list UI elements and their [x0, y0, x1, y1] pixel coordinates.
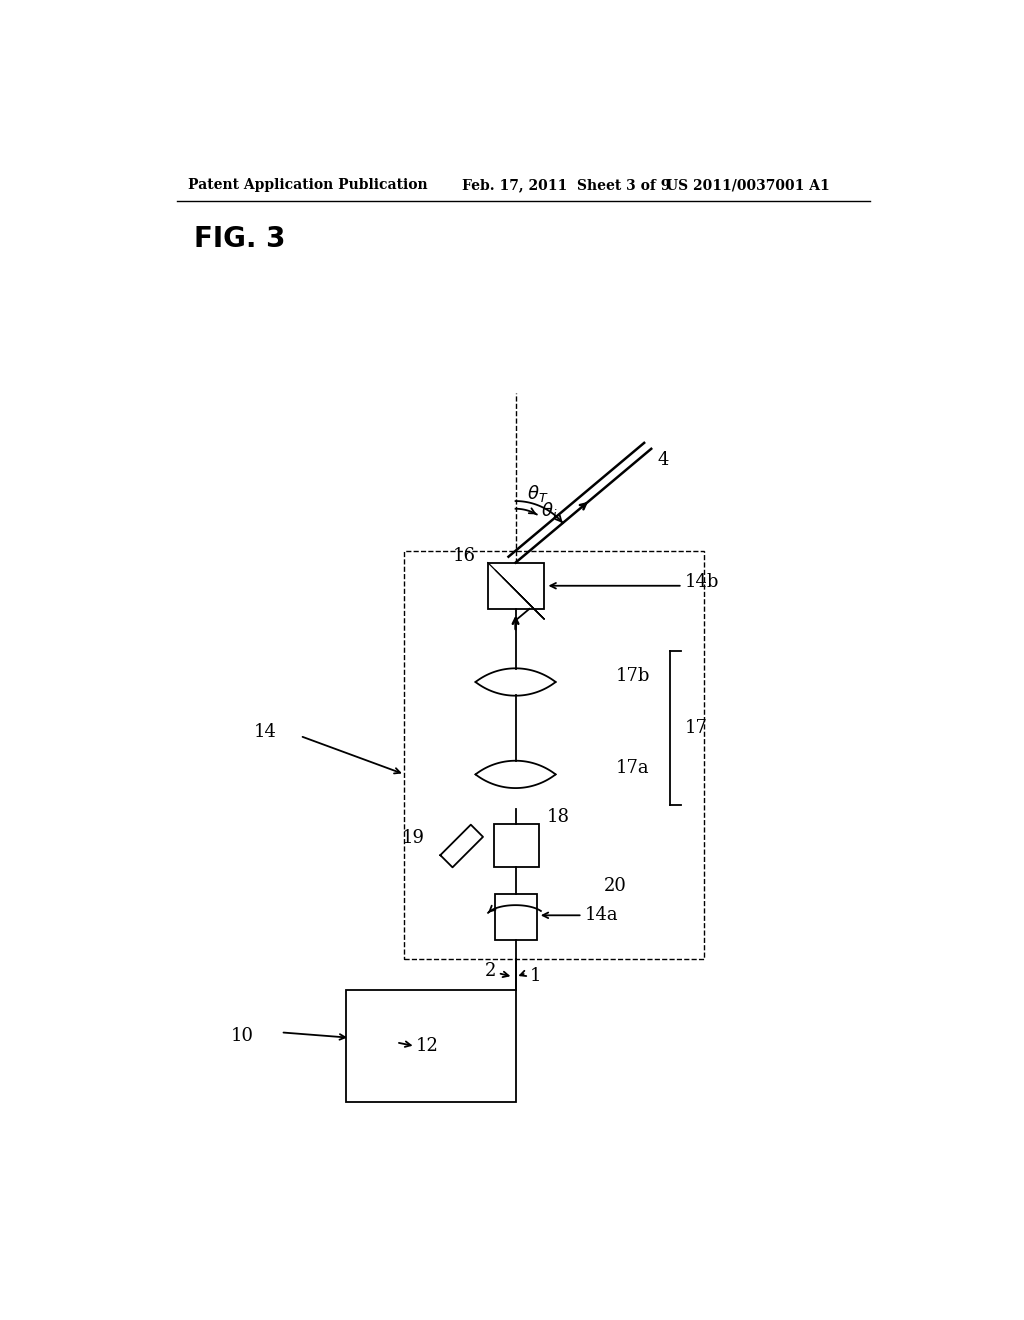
Bar	[495, 894, 538, 940]
Text: 10: 10	[230, 1027, 254, 1045]
Bar	[494, 825, 539, 867]
Text: 16: 16	[454, 548, 476, 565]
Text: Feb. 17, 2011  Sheet 3 of 9: Feb. 17, 2011 Sheet 3 of 9	[462, 178, 670, 193]
Text: 2: 2	[485, 962, 497, 979]
Text: 14: 14	[254, 723, 276, 741]
Text: 17b: 17b	[615, 667, 650, 685]
Bar	[487, 562, 544, 609]
Text: FIG. 3: FIG. 3	[194, 226, 286, 253]
Text: 1: 1	[529, 968, 541, 985]
Text: 17: 17	[685, 719, 708, 737]
Bar	[346, 990, 515, 1102]
Bar	[403, 552, 705, 960]
Text: 14a: 14a	[585, 907, 618, 924]
Text: $\theta_T$: $\theta_T$	[527, 483, 549, 504]
Text: 14b: 14b	[685, 573, 719, 591]
Text: 12: 12	[416, 1038, 438, 1055]
Text: $\theta_i$: $\theta_i$	[541, 500, 557, 521]
Text: US 2011/0037001 A1: US 2011/0037001 A1	[666, 178, 829, 193]
Text: 4: 4	[657, 451, 669, 470]
Text: 18: 18	[547, 808, 569, 826]
Text: 20: 20	[604, 876, 627, 895]
Text: 17a: 17a	[615, 759, 649, 777]
Text: 19: 19	[401, 829, 425, 847]
Text: Patent Application Publication: Patent Application Publication	[188, 178, 428, 193]
